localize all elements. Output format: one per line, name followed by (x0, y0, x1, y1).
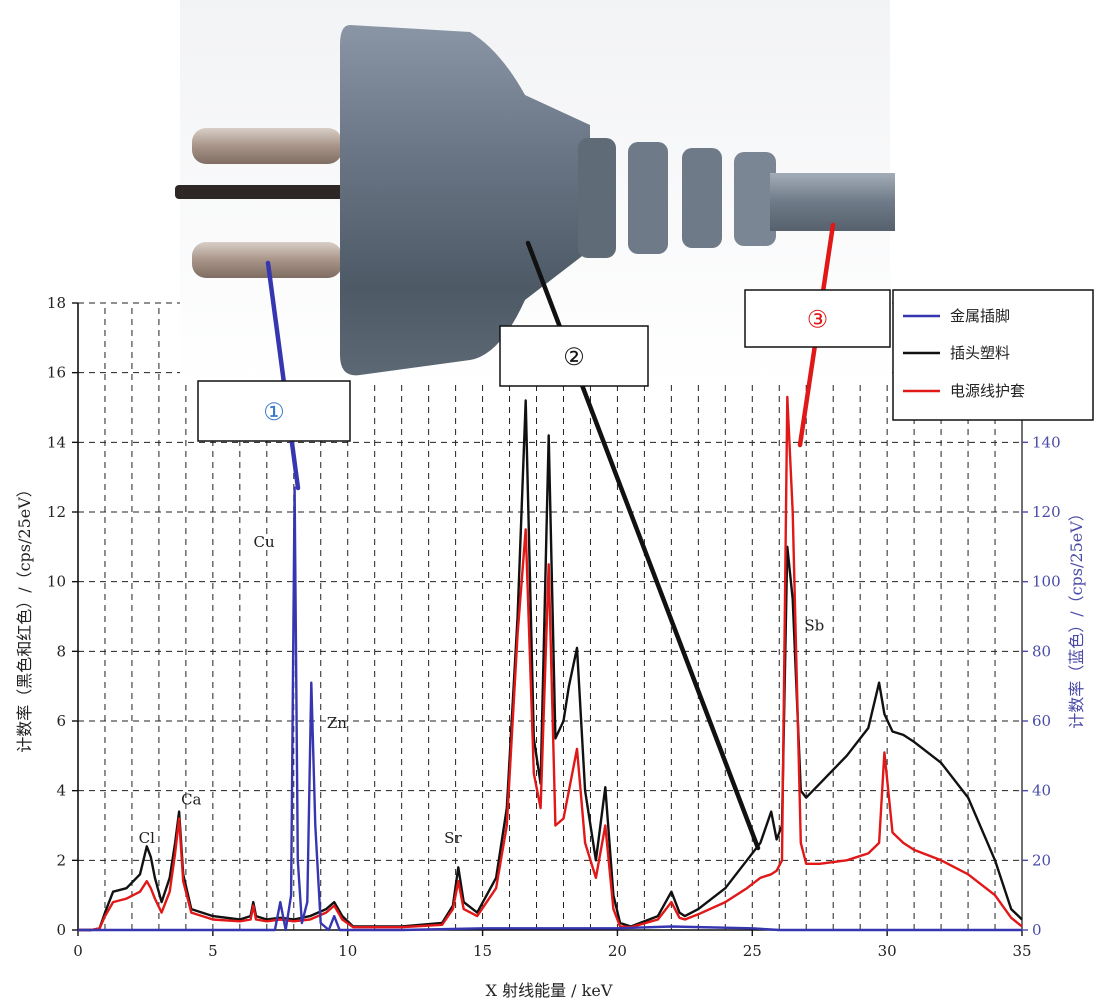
plug-pin-top (192, 128, 342, 164)
plug-body (340, 25, 590, 376)
y-tick-label-left: 6 (56, 712, 66, 730)
y-tick-label-right: 40 (1032, 782, 1051, 800)
callout-number-1: ① (263, 398, 285, 426)
plug-ridge-1 (578, 138, 616, 258)
callouts: ① ② ③ (197, 222, 891, 851)
legend-box (892, 289, 1094, 421)
y-tick-label-right: 120 (1032, 503, 1061, 521)
legend-label-black: 插头塑料 (950, 344, 1010, 362)
callout-number-3: ③ (807, 306, 829, 334)
y-tick-label-left: 0 (56, 921, 66, 939)
series-line-1 (78, 399, 1023, 932)
y-tick-label-right: 80 (1032, 642, 1051, 660)
x-tick-label: 30 (878, 942, 897, 960)
y-tick-label-left: 2 (56, 851, 66, 869)
y-tick-label-left: 8 (56, 642, 66, 660)
legend-label-red: 电源线护套 (950, 382, 1025, 400)
y-tick-label-right: 60 (1032, 712, 1051, 730)
callout-box-1 (197, 380, 351, 442)
y-axis-right-title: 计数率（蓝色）/（cps/25eV） (1067, 505, 1086, 729)
y-tick-label-left: 10 (47, 573, 66, 591)
plug-ridge-3 (682, 148, 722, 248)
y-tick-label-right: 100 (1032, 573, 1061, 591)
element-label: Cl (139, 829, 155, 847)
series-line-0 (78, 486, 1022, 932)
y-tick-label-left: 16 (47, 364, 66, 382)
x-tick-label: 25 (743, 942, 762, 960)
x-tick-label: 35 (1012, 942, 1031, 960)
x-tick-label: 5 (208, 942, 218, 960)
y-tick-label-right: 140 (1032, 433, 1061, 451)
plug-pin-middle (175, 185, 345, 199)
element-label: Zn (327, 714, 347, 732)
element-label: Ca (181, 791, 201, 809)
element-label: Cu (254, 533, 275, 551)
callout-number-2: ② (563, 343, 585, 371)
plug-ridge-2 (628, 142, 668, 254)
element-label: Sb (804, 616, 824, 634)
legend-label-blue: 金属插脚 (950, 307, 1010, 325)
y-tick-label-left: 14 (47, 433, 66, 451)
x-tick-label: 20 (608, 942, 627, 960)
y-tick-label-right: 20 (1032, 851, 1051, 869)
plug-ridge-4 (734, 152, 776, 246)
x-tick-label: 10 (338, 942, 357, 960)
callout-pointer-1 (265, 260, 301, 491)
x-tick-label: 15 (473, 942, 492, 960)
series-line-2 (78, 395, 1023, 932)
legend: 金属插脚 插头塑料 电源线护套 (892, 289, 1094, 421)
element-label: Sr (444, 829, 462, 847)
y-tick-label-left: 18 (47, 294, 66, 312)
x-axis-title: X 射线能量 / keV (486, 981, 613, 1000)
x-tick-label: 0 (73, 942, 83, 960)
y-axis-left-title: 计数率（黑色和红色）/（cps/25eV） (15, 481, 34, 753)
y-tick-label-right: 0 (1032, 921, 1042, 939)
plug-pin-bottom (192, 242, 342, 278)
element-labels: Cl Ca Cu Zn Sr Sb (139, 533, 825, 847)
series (78, 395, 1023, 932)
callout-box-2 (499, 325, 649, 387)
plug-cord (770, 173, 895, 231)
y-tick-label-left: 12 (47, 503, 66, 521)
y-tick-label-left: 4 (56, 782, 66, 800)
callout-box-3 (744, 289, 891, 348)
